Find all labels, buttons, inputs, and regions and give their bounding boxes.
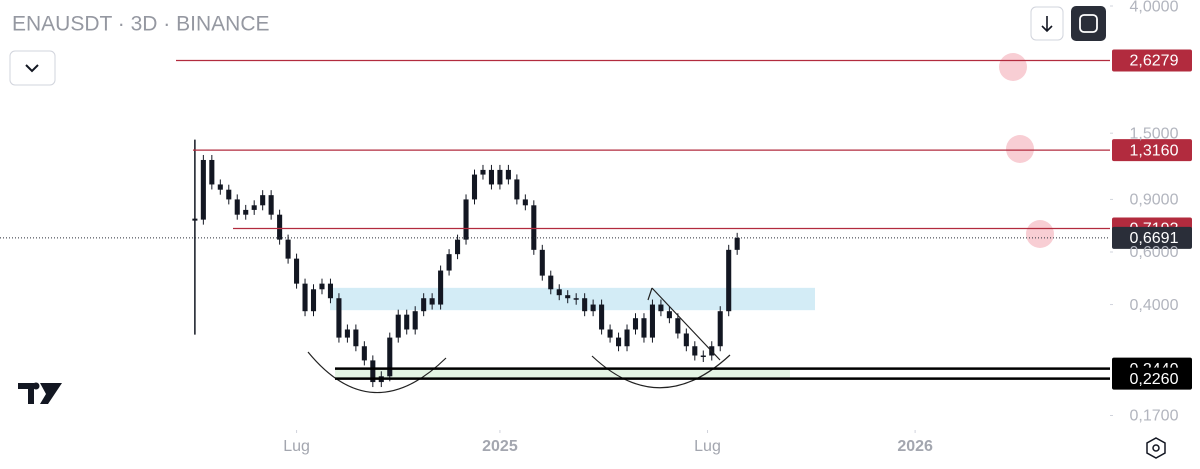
- fullscreen-button[interactable]: [1071, 6, 1106, 41]
- x-tick-label: Lug: [694, 438, 721, 455]
- trend-line: [647, 287, 721, 361]
- price-label-box: [1112, 226, 1192, 249]
- chevron-icon: [25, 64, 39, 73]
- price-label-box: [1112, 139, 1192, 162]
- y-tick-label: 1,5000: [1130, 125, 1179, 142]
- settings-icon: [1152, 444, 1160, 452]
- price-label: 0,6691: [1130, 230, 1179, 247]
- zone: [335, 368, 790, 379]
- x-tick-label: 2026: [897, 438, 933, 455]
- dropdown-button[interactable]: [9, 50, 56, 86]
- alert-dot[interactable]: [999, 53, 1027, 81]
- x-tick-label: Lug: [283, 438, 310, 455]
- y-tick-label: 0,4000: [1130, 297, 1179, 314]
- logo: [18, 383, 62, 404]
- alert-dot[interactable]: [1006, 135, 1034, 163]
- price-label: 1,3160: [1130, 142, 1179, 159]
- y-tick-label: 0,1700: [1130, 408, 1179, 425]
- x-tick-label: 2025: [482, 438, 518, 455]
- logo: [32, 382, 40, 390]
- fullscreen-icon: [1079, 14, 1098, 33]
- y-tick-label: 4,0000: [1130, 0, 1179, 15]
- arc-drawing: [307, 351, 447, 394]
- alert-dot[interactable]: [1026, 220, 1054, 248]
- price-label-box: [1112, 367, 1192, 390]
- y-tick-label: 0,6000: [1130, 244, 1179, 261]
- settings-button[interactable]: [1146, 437, 1166, 459]
- plot: [192, 139, 815, 388]
- arrow-icon: [1041, 16, 1053, 33]
- chart-title: ENAUSDT · 3D · BINANCE: [12, 13, 270, 36]
- zone: [330, 287, 815, 311]
- price-label-box: [1112, 49, 1192, 72]
- y-tick-label: 0,9000: [1130, 192, 1179, 209]
- price-label: 2,6279: [1130, 53, 1179, 70]
- price-label: 0,2260: [1130, 371, 1179, 388]
